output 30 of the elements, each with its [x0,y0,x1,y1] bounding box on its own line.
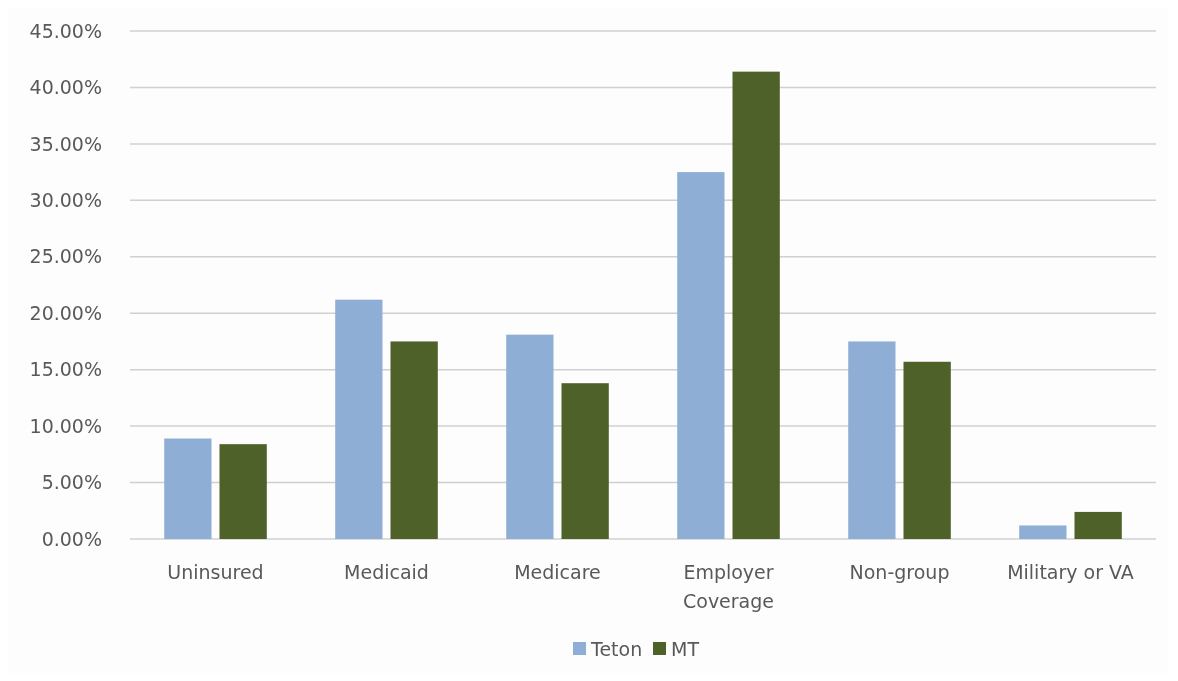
x-tick-label: Non-group [849,561,950,583]
bar [390,341,438,539]
bar [561,383,609,539]
y-tick-label: 0.00% [41,527,102,550]
legend-label: Teton [590,637,643,660]
y-tick-label: 5.00% [41,471,102,494]
x-tick-label: Uninsured [167,561,264,583]
x-tick-label: Employer Coverage [682,561,775,612]
y-tick-label: 20.00% [29,301,102,324]
bar [506,334,554,539]
bar [219,444,267,539]
y-tick-label: 15.00% [29,358,102,381]
y-tick-label: 25.00% [29,245,102,268]
y-tick-label: 40.00% [29,76,102,99]
bar [903,361,951,539]
legend-label: MT [671,637,700,660]
bar [732,71,780,539]
bar [1019,525,1067,539]
bar [848,341,896,539]
y-tick-label: 30.00% [29,188,102,211]
x-tick-label: Medicaid [344,561,429,583]
bar [677,172,725,539]
x-tick-label: Military or VA [1007,561,1134,583]
y-tick-label: 10.00% [29,414,102,437]
bar [1074,511,1122,539]
bar [164,438,212,539]
x-tick-label: Medicare [514,561,601,583]
y-tick-label: 35.00% [29,132,102,155]
y-tick-label: 45.00% [29,19,102,42]
bar [335,299,383,539]
